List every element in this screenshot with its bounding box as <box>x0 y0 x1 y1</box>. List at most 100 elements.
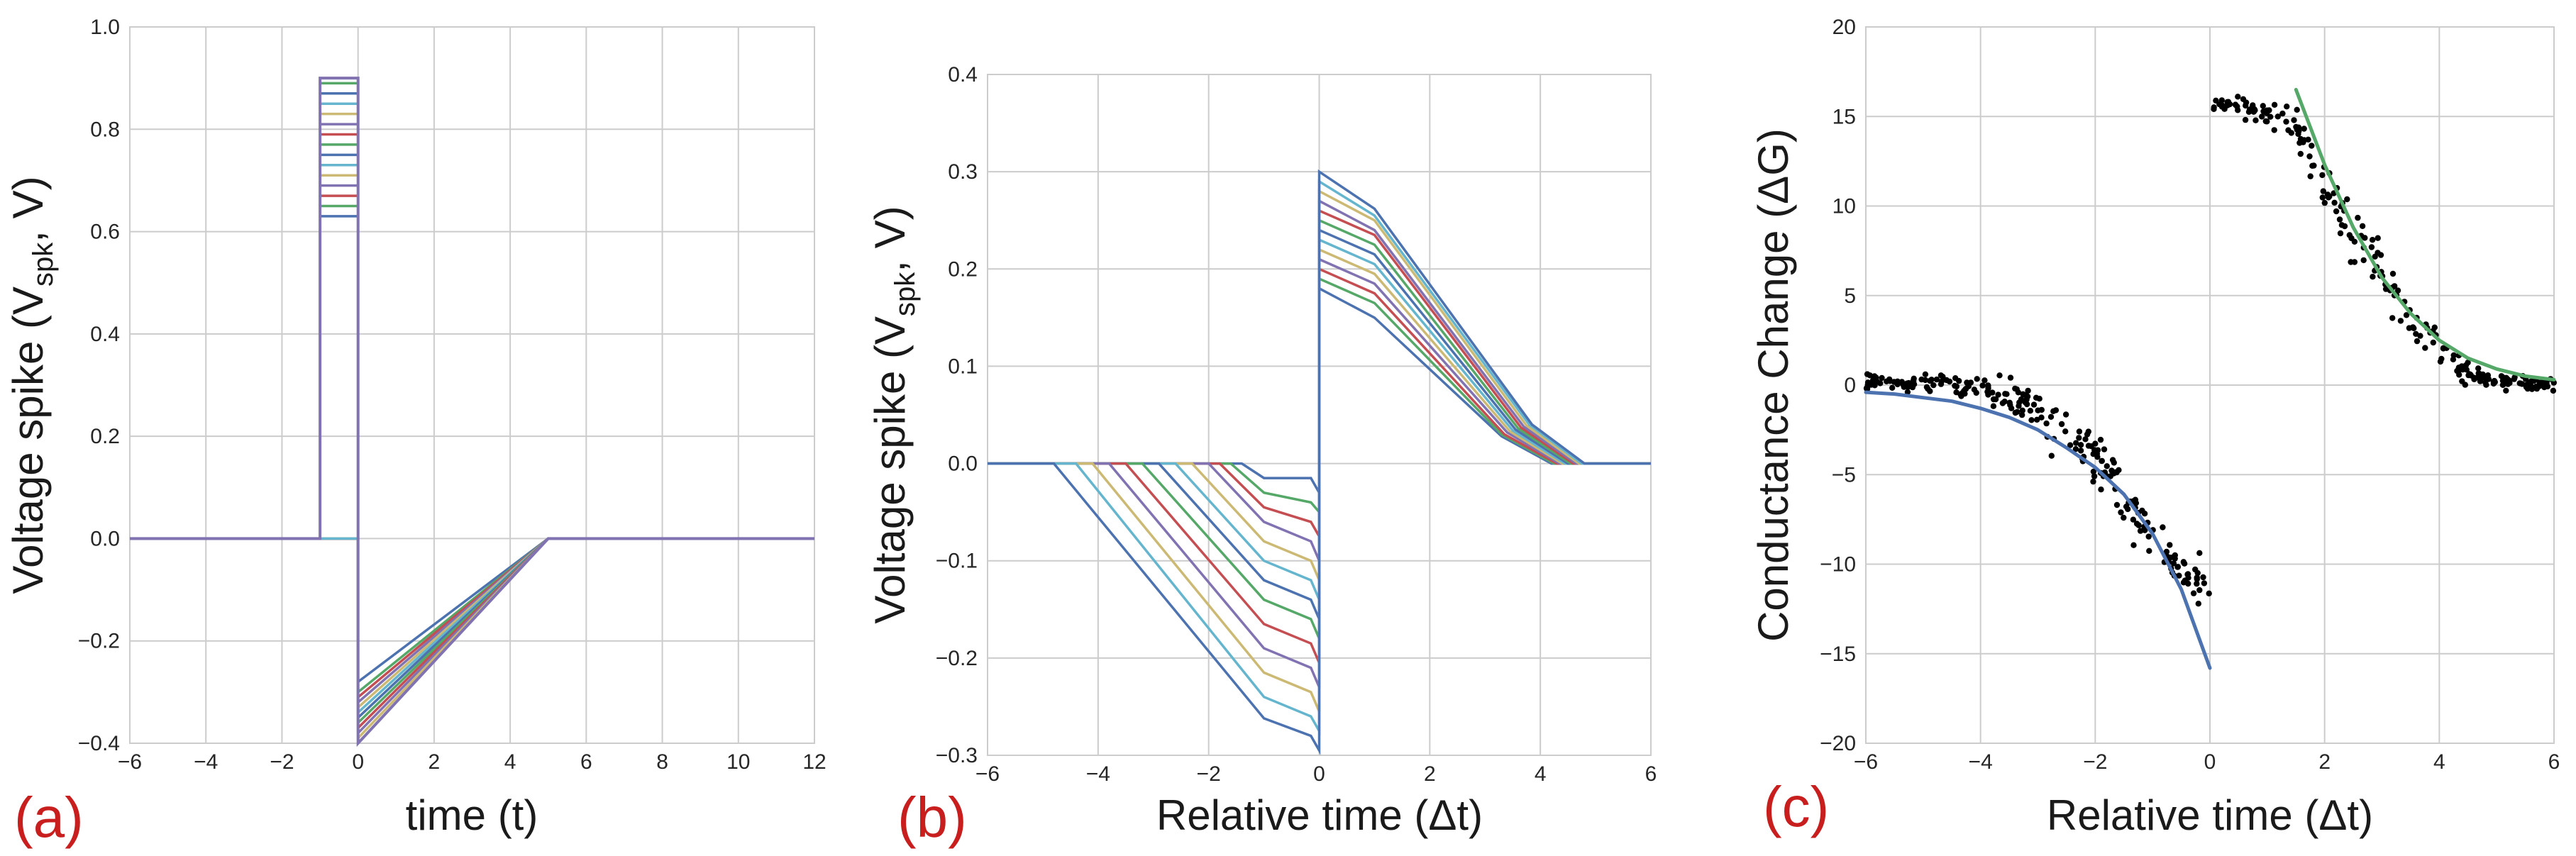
x-tick-label: −6 <box>975 762 1000 786</box>
scatter-point <box>2438 355 2445 362</box>
x-tick-label: 6 <box>580 750 592 774</box>
scatter-point <box>2002 391 2008 397</box>
scatter-point <box>2077 442 2084 448</box>
x-tick-label: −6 <box>1854 750 1878 774</box>
scatter-point <box>2007 374 2014 381</box>
recovery-ramp-line <box>130 537 814 716</box>
y-tick-label: −0.2 <box>78 630 120 653</box>
scatter-point <box>1981 377 1988 384</box>
scatter-point <box>2463 367 2470 373</box>
spike-waveform-line <box>130 77 814 747</box>
x-tick-label: 6 <box>1645 762 1657 786</box>
scatter-point <box>2195 601 2201 607</box>
x-tick-label: 0 <box>1313 762 1325 786</box>
scatter-point <box>2201 580 2208 587</box>
y-tick-label: 0.0 <box>948 452 978 476</box>
scatter-point <box>2346 232 2353 238</box>
scatter-point <box>2301 126 2307 132</box>
scatter-point <box>1984 389 1991 395</box>
scatter-point <box>2300 139 2306 145</box>
scatter-point <box>1873 374 1879 381</box>
scatter-point <box>2248 105 2255 111</box>
y-tick-label: 1.0 <box>90 16 120 39</box>
scatter-point <box>2491 377 2498 384</box>
x-tick-label: 0 <box>352 750 364 774</box>
scatter-point <box>2403 312 2410 318</box>
scatter-point <box>2503 387 2509 394</box>
y-tick-label: 5 <box>1844 284 1856 308</box>
scatter-point <box>2392 283 2398 289</box>
scatter-point <box>2047 413 2055 420</box>
scatter-point <box>2028 417 2035 423</box>
scatter-point <box>2012 409 2018 416</box>
scatter-point <box>2389 315 2396 321</box>
scatter-point <box>1992 396 1999 403</box>
scatter-point <box>1979 382 1986 389</box>
panel-a: −6 −4 −2 0 2 4 6 8 10 12 −0.4 −0.2 0.0 0.2 0.4 0.6 0.8 1… <box>4 16 827 849</box>
scatter-point <box>2370 274 2376 280</box>
scatter-point <box>2099 457 2105 465</box>
scatter-point <box>2291 117 2297 123</box>
y-tick-label: 0.2 <box>90 425 120 448</box>
x-tick-label: 12 <box>802 750 826 774</box>
scatter-point <box>2499 374 2506 381</box>
scatter-point <box>2475 365 2482 372</box>
scatter-point <box>2050 408 2057 414</box>
y-tick-label: 0.3 <box>948 160 978 184</box>
scatter-point <box>2135 522 2142 528</box>
scatter-point <box>2043 420 2050 427</box>
scatter-point <box>2092 440 2099 447</box>
scatter-point <box>2306 153 2313 160</box>
scatter-point <box>2001 399 2008 405</box>
scatter-point <box>2368 244 2375 250</box>
panel-b-xlabel: Relative time (Δt) <box>1156 791 1483 839</box>
y-tick-label: −15 <box>1820 643 1856 666</box>
scatter-point <box>1990 403 1997 409</box>
y-tick-label: −0.1 <box>936 550 978 573</box>
scatter-point <box>1904 382 1911 389</box>
scatter-point <box>2397 318 2404 324</box>
scatter-point <box>2543 380 2549 387</box>
recovery-ramp-line <box>130 537 814 721</box>
scatter-point <box>2035 407 2041 413</box>
panel-a-xticks: −6 −4 −2 0 2 4 6 8 10 12 <box>118 750 827 774</box>
scatter-point <box>1996 372 2003 379</box>
scatter-point <box>2430 339 2436 346</box>
scatter-point <box>1974 376 1980 382</box>
scatter-point <box>2170 560 2177 567</box>
x-tick-label: 4 <box>2433 750 2445 774</box>
fit-line <box>2294 87 2556 382</box>
scatter-point <box>2450 352 2457 359</box>
scatter-point <box>2422 345 2428 351</box>
scatter-point <box>2023 401 2030 408</box>
scatter-point <box>2440 345 2447 352</box>
y-tick-label: 20 <box>1833 16 1856 39</box>
y-tick-label: −0.4 <box>78 732 120 755</box>
scatter-point <box>2410 324 2416 330</box>
scatter-point <box>2038 414 2045 421</box>
scatter-point <box>2196 587 2203 594</box>
scatter-point <box>2023 396 2030 403</box>
scatter-point <box>2504 381 2511 387</box>
scatter-point <box>2008 405 2015 411</box>
scatter-point <box>2260 103 2266 109</box>
scatter-point <box>1889 384 1896 391</box>
panel-a-ylabel: Voltage spike (Vspk, V) <box>4 176 59 594</box>
y-tick-label: 0 <box>1844 374 1856 397</box>
scatter-point <box>1943 377 1950 384</box>
scatter-point <box>2462 382 2468 388</box>
panel-c-yticks: −20 −15 −10 −5 0 5 10 15 20 <box>1820 16 1856 755</box>
x-tick-label: 10 <box>726 750 750 774</box>
scatter-point <box>2523 382 2529 389</box>
scatter-point <box>1995 391 2001 398</box>
scatter-point <box>2016 399 2023 406</box>
scatter-point <box>1922 377 1929 384</box>
scatter-point <box>2465 372 2472 379</box>
scatter-point <box>2243 99 2250 106</box>
panel-a-frame <box>129 26 815 744</box>
scatter-point <box>2274 113 2281 120</box>
y-tick-label: 0.1 <box>948 355 978 378</box>
scatter-point <box>2130 542 2137 548</box>
scatter-point <box>2235 94 2241 100</box>
y-tick-label: −20 <box>1820 732 1856 755</box>
